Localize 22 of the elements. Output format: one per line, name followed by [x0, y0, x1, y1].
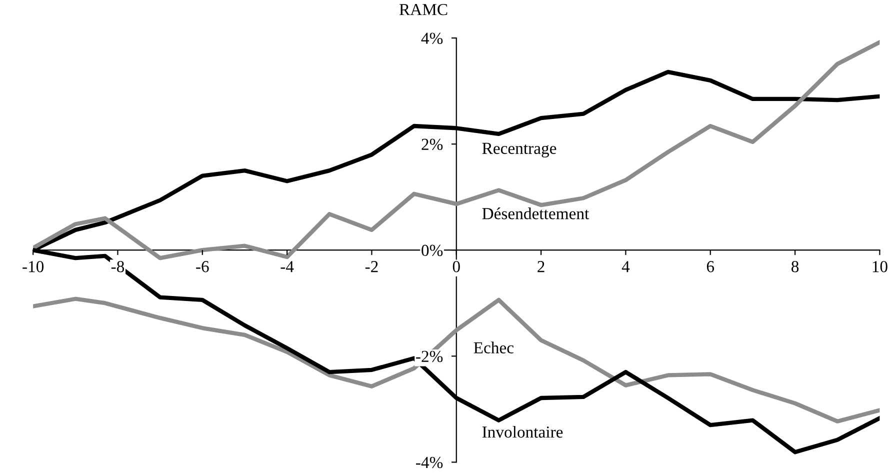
y-tick-label: -4%: [416, 456, 443, 468]
series-label: Involontaire: [482, 426, 563, 438]
x-tick-label: 10: [872, 260, 888, 272]
y-tick-label: -2%: [416, 350, 443, 362]
y-tick-label: 4%: [421, 32, 443, 44]
x-tick-label: 6: [706, 261, 714, 272]
x-tick-label: 2: [538, 261, 544, 272]
x-tick-label: 8: [792, 260, 799, 272]
y-axis-title: RAMC: [399, 4, 448, 16]
series-label: Echec: [474, 342, 514, 354]
x-tick-label: 4: [622, 261, 630, 272]
series-label: Recentrage: [482, 142, 556, 158]
x-tick-label: -8: [111, 260, 124, 272]
series-label: Désendettement: [482, 208, 590, 220]
y-tick-label: 0%: [422, 244, 443, 256]
y-tick-label: 2%: [422, 138, 443, 150]
x-tick-label: -6: [196, 261, 209, 272]
x-tick-label: -4: [280, 261, 294, 272]
x-tick-label: -2: [365, 261, 378, 272]
x-tick-label: -10: [22, 260, 44, 272]
x-tick-label: 0: [452, 260, 460, 272]
line-series: [33, 296, 880, 424]
